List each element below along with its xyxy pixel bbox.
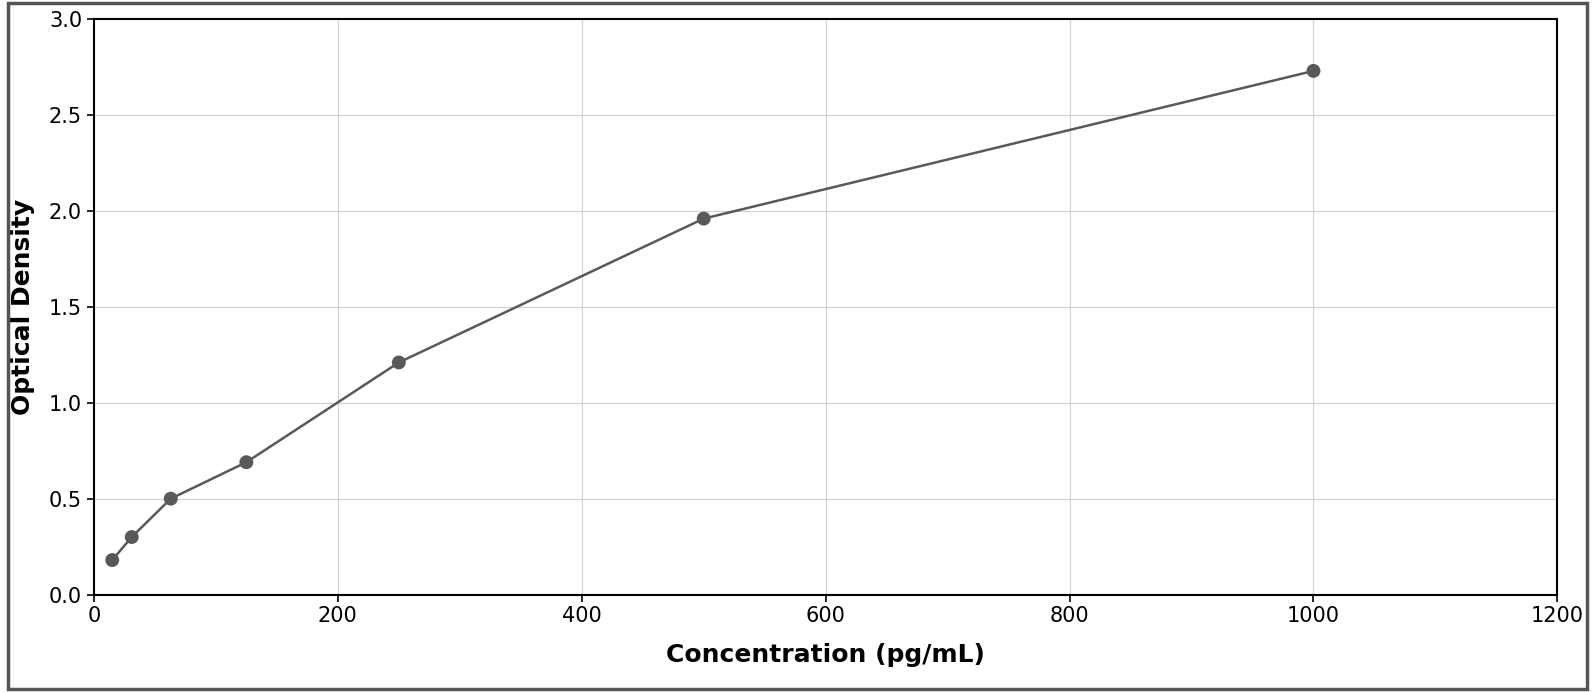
- Point: [386, 357, 412, 368]
- X-axis label: Concentration (pg/mL): Concentration (pg/mL): [667, 643, 986, 667]
- Point: [691, 213, 716, 224]
- Y-axis label: Optical Density: Optical Density: [11, 199, 35, 415]
- Point: [1300, 65, 1325, 76]
- Point: [99, 554, 124, 565]
- Point: [158, 493, 183, 504]
- Point: [120, 531, 145, 543]
- Point: [233, 457, 258, 468]
